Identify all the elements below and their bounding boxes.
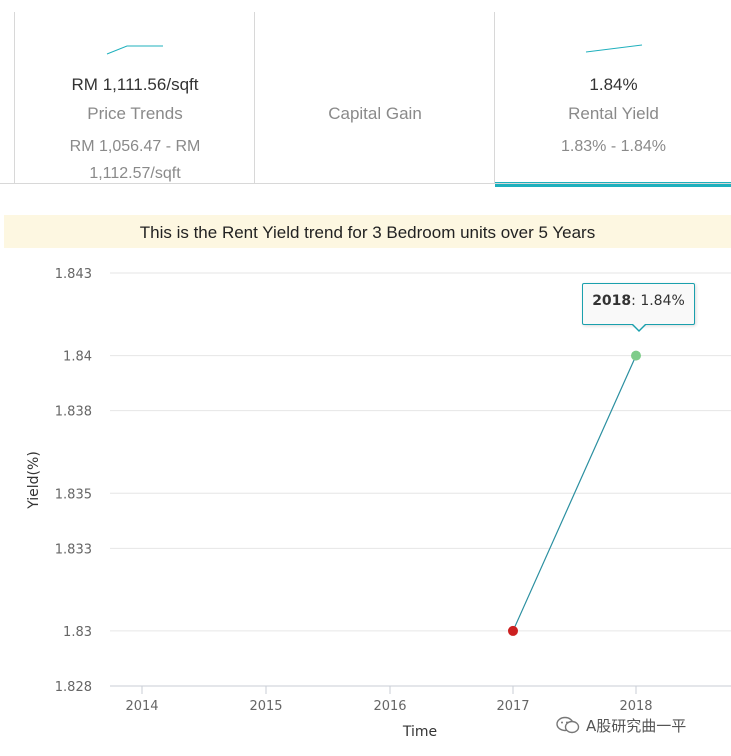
rental-yield-label: Rental Yield xyxy=(568,104,659,123)
x-tick-label: 2014 xyxy=(125,699,158,714)
tooltip-separator: : xyxy=(631,293,641,309)
active-tab-indicator xyxy=(495,182,731,187)
y-tick-label: 1.838 xyxy=(55,405,92,420)
price-trend-value: RM 1,111.56/sqft xyxy=(71,75,199,94)
chart-caption: This is the Rent Yield trend for 3 Bedro… xyxy=(4,215,731,248)
y-tick-label: 1.843 xyxy=(55,267,92,282)
y-tick-label: 1.828 xyxy=(55,680,92,695)
x-tick-label: 2017 xyxy=(496,699,529,714)
tab-capital-gain[interactable]: Capital Gain xyxy=(254,12,495,183)
price-trend-range: RM 1,056.47 - RM 1,112.57/sqft xyxy=(69,138,201,182)
watermark: A股研究曲一平 xyxy=(556,712,686,738)
tooltip-year: 2018 xyxy=(592,293,632,309)
y-tick-label: 1.83 xyxy=(63,625,92,640)
y-tick-label: 1.835 xyxy=(55,487,92,502)
capital-gain-label: Capital Gain xyxy=(328,104,422,123)
tabs-baseline xyxy=(0,183,731,184)
x-axis: 2014 2015 2016 2017 2018 xyxy=(110,685,731,714)
wechat-icon xyxy=(556,716,580,734)
chart-series xyxy=(508,350,641,636)
tab-rental-yield[interactable]: 1.84% Rental Yield 1.83% - 1.84% xyxy=(494,12,731,187)
data-point-2018[interactable] xyxy=(631,350,641,361)
metric-tabs: RM 1,111.56/sqft Price Trends RM 1,056.4… xyxy=(0,0,731,187)
price-trend-sparkline-icon xyxy=(106,45,163,55)
y-axis-ticks: 1.843 1.84 1.838 1.835 1.833 1.83 1.828 xyxy=(55,267,92,695)
x-tick-label: 2018 xyxy=(619,699,652,714)
watermark-text: A股研究曲一平 xyxy=(586,716,687,735)
rental-yield-sparkline-icon xyxy=(585,44,642,53)
y-tick-label: 1.833 xyxy=(55,542,92,557)
tooltip-value: 1.84% xyxy=(640,293,685,309)
rental-yield-range: 1.83% - 1.84% xyxy=(561,138,666,155)
x-tick-label: 2015 xyxy=(249,699,282,714)
y-axis-title: Yield(%) xyxy=(26,451,42,510)
x-tick-label: 2016 xyxy=(373,699,406,714)
tab-price-trends[interactable]: RM 1,111.56/sqft Price Trends RM 1,056.4… xyxy=(14,12,255,183)
data-point-2017[interactable] xyxy=(508,625,518,636)
point-tooltip: 2018: 1.84% xyxy=(582,283,695,332)
x-axis-title: Time xyxy=(402,724,437,740)
rental-yield-value: 1.84% xyxy=(589,75,638,94)
chart-gridlines xyxy=(110,272,731,632)
y-tick-label: 1.84 xyxy=(63,350,92,365)
series-line xyxy=(512,355,637,632)
price-trend-label: Price Trends xyxy=(87,104,183,123)
